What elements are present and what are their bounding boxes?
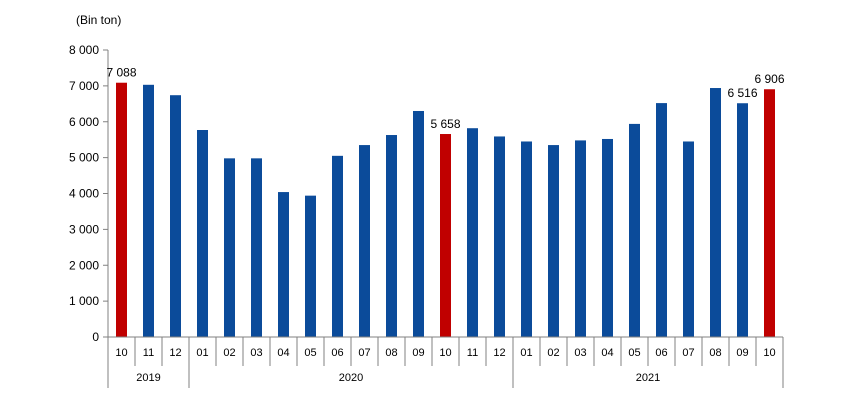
y-tick-label: 7 000 (69, 79, 99, 93)
x-tick-label: 08 (709, 347, 721, 359)
bar (305, 195, 316, 337)
x-tick-label: 06 (331, 347, 343, 359)
bar (170, 95, 181, 337)
year-label: 2021 (636, 372, 660, 384)
unit-label: (Bin ton) (76, 13, 121, 27)
bars-group (116, 82, 775, 338)
data-label: 6 906 (754, 72, 784, 86)
bar (683, 141, 694, 337)
data-label: 6 516 (727, 86, 757, 100)
x-tick-label: 05 (304, 347, 316, 359)
y-tick-label: 0 (92, 330, 99, 344)
x-axis: 10 11 12 01 02 03 04 05 06 07 08 09 10 11 12 01 02 03 04 05… (107, 336, 784, 388)
x-tick-label: 10 (115, 347, 127, 359)
x-tick-label: 11 (143, 347, 154, 359)
y-tick-label: 8 000 (69, 43, 99, 57)
bar (602, 138, 613, 337)
x-tick-label: 12 (493, 347, 505, 359)
x-tick-label: 04 (277, 347, 289, 359)
y-tick-label: 1 000 (69, 294, 99, 308)
bar (197, 130, 208, 337)
year-label: 2020 (339, 372, 363, 384)
bar (332, 155, 343, 337)
x-tick-label: 09 (736, 347, 748, 359)
data-label: 5 658 (430, 117, 460, 131)
x-tick-label: 06 (655, 347, 667, 359)
y-tick-label: 2 000 (69, 258, 99, 272)
bar (251, 158, 262, 337)
bar (413, 110, 424, 337)
year-label: 2019 (136, 372, 160, 384)
x-tick-label: 01 (196, 347, 208, 359)
data-label: 7 088 (106, 66, 136, 80)
bar (629, 123, 640, 337)
y-tick-label: 4 000 (69, 187, 99, 201)
y-tick-label: 6 000 (69, 115, 99, 129)
bar (764, 89, 775, 337)
x-tick-label: 02 (223, 347, 235, 359)
x-tick-label: 02 (547, 347, 559, 359)
bar (359, 145, 370, 337)
bar (575, 140, 586, 337)
bar (737, 103, 748, 338)
bar (386, 135, 397, 337)
bar (521, 141, 532, 337)
x-tick-label: 03 (250, 347, 262, 359)
bar (710, 88, 721, 337)
x-tick-label: 09 (412, 347, 424, 359)
x-tick-label: 10 (763, 347, 775, 359)
x-tick-label: 08 (385, 347, 397, 359)
bar (278, 192, 289, 337)
x-tick-label: 04 (601, 347, 613, 359)
y-axis: 0 1 000 2 000 3 000 4 000 5 000 6 000 7 000 8 00… (69, 43, 109, 344)
x-tick-label: 03 (574, 347, 586, 359)
x-tick-label: 10 (439, 347, 451, 359)
x-tick-label: 07 (682, 347, 694, 359)
y-tick-label: 3 000 (69, 222, 99, 236)
bar (143, 84, 154, 337)
bar (440, 134, 451, 337)
bar (467, 128, 478, 337)
bar (656, 103, 667, 337)
x-tick-label: 05 (628, 347, 640, 359)
x-tick-label: 12 (169, 347, 181, 359)
bar (494, 136, 505, 337)
bar (548, 145, 559, 337)
bar (224, 158, 235, 337)
bar (116, 82, 127, 337)
x-tick-label: 01 (520, 347, 532, 359)
x-tick-label: 11 (467, 347, 478, 359)
y-tick-label: 5 000 (69, 151, 99, 165)
x-tick-label: 07 (358, 347, 370, 359)
